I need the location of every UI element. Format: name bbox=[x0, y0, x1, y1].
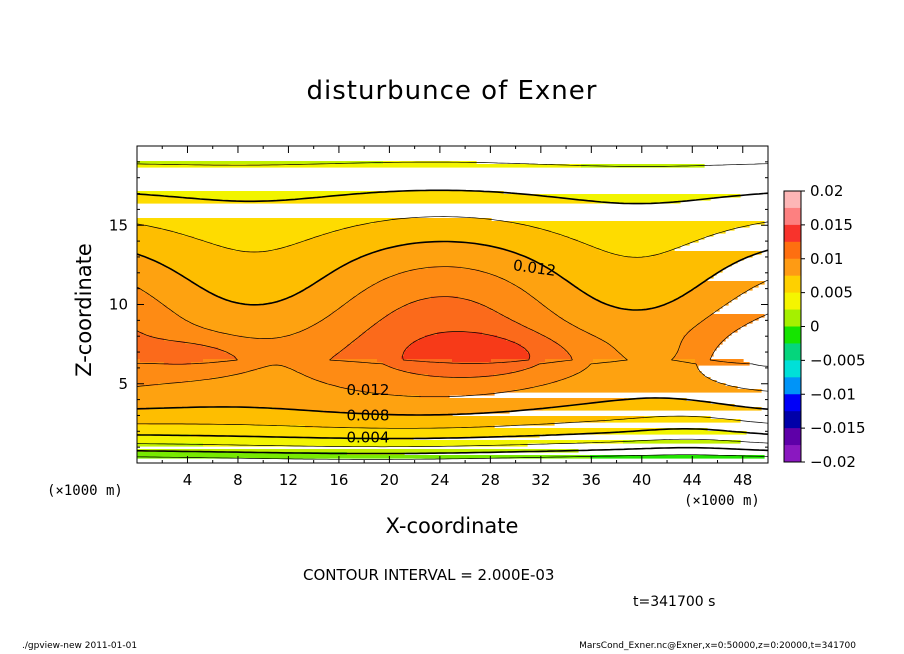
colorbar-tick-label: −0.01 bbox=[810, 385, 856, 403]
x-tick-label: 28 bbox=[481, 471, 500, 489]
x-tick-label: 44 bbox=[683, 471, 702, 489]
contour-interval-text: CONTOUR INTERVAL = 2.000E-03 bbox=[303, 566, 555, 584]
colorbar-swatch bbox=[784, 191, 801, 209]
x-tick-label: 8 bbox=[233, 471, 243, 489]
y-axis-label: Z-coordinate bbox=[72, 243, 96, 377]
contour-line bbox=[136, 266, 769, 398]
x-tick-label: 36 bbox=[582, 471, 601, 489]
colorbar-swatch bbox=[784, 292, 801, 311]
y-tick-label: 5 bbox=[118, 375, 128, 393]
contour-line bbox=[136, 296, 769, 378]
x-tick-label: 4 bbox=[183, 471, 193, 489]
colorbar-tick-label: 0.015 bbox=[810, 216, 853, 234]
colorbar-swatch bbox=[784, 275, 801, 294]
colorbar-swatch bbox=[784, 224, 801, 243]
contour-line bbox=[137, 446, 769, 455]
x-axis-label: X-coordinate bbox=[385, 514, 519, 538]
y-tick-label: 10 bbox=[109, 296, 128, 314]
colorbar-swatch bbox=[784, 394, 801, 412]
contour-label: 0.012 bbox=[346, 381, 389, 399]
colorbar: 0.02 0.015 0.01 0.005 0 −0.005 −0.01 −0.015 −0.0… bbox=[783, 182, 866, 471]
colorbar-swatch bbox=[784, 343, 801, 361]
contour-line bbox=[136, 189, 769, 440]
colorbar-tick-label: −0.02 bbox=[810, 453, 856, 471]
contour-label: 0.012 bbox=[512, 256, 557, 280]
chart-title: disturbunce of Exner bbox=[306, 76, 598, 106]
x-tick-label: 24 bbox=[430, 471, 449, 489]
contour-lines bbox=[136, 161, 769, 460]
colorbar-swatch bbox=[784, 207, 801, 226]
y-tick-label: 15 bbox=[109, 216, 128, 234]
colorbar-tick-label: 0.01 bbox=[810, 250, 843, 268]
x-unit-label-left: (×1000 m) bbox=[47, 483, 123, 499]
contour-line bbox=[136, 240, 769, 416]
time-label: t=341700 s bbox=[633, 594, 716, 610]
colorbar-swatch bbox=[784, 377, 801, 395]
x-tick-label: 32 bbox=[531, 471, 550, 489]
contour-line bbox=[136, 216, 769, 429]
footer-right: MarsCond_Exner.nc@Exner,x=0:50000,z=0:20… bbox=[579, 641, 856, 651]
colorbar-tick-label: −0.005 bbox=[810, 351, 866, 369]
colorbar-swatch bbox=[784, 326, 801, 344]
colorbar-tick-label: −0.015 bbox=[810, 419, 866, 437]
colorbar-swatch bbox=[784, 258, 801, 277]
colorbar-swatch bbox=[784, 428, 801, 446]
x-tick-label: 12 bbox=[279, 471, 298, 489]
colorbar-swatch bbox=[784, 241, 801, 260]
x-tick-label: 48 bbox=[733, 471, 752, 489]
colorbar-tick-label: 0 bbox=[810, 318, 820, 336]
contour-label: 0.008 bbox=[346, 406, 389, 424]
contour-fill bbox=[137, 161, 765, 459]
colorbar-swatch bbox=[784, 445, 801, 463]
colorbar-swatch bbox=[784, 360, 801, 378]
x-tick-label: 40 bbox=[632, 471, 651, 489]
contour-line bbox=[402, 331, 531, 364]
x-unit-label-right: (×1000 m) bbox=[684, 493, 760, 509]
x-tick-label: 20 bbox=[380, 471, 399, 489]
colorbar-swatch bbox=[784, 309, 801, 327]
colorbar-tick-label: 0.02 bbox=[810, 182, 843, 200]
colorbar-tick-label: 0.005 bbox=[810, 284, 853, 302]
colorbar-swatch bbox=[784, 411, 801, 429]
contour-line bbox=[136, 161, 769, 448]
contour-label: 0.004 bbox=[346, 429, 389, 447]
x-tick-label: 16 bbox=[329, 471, 348, 489]
footer-left: ./gpview-new 2011-01-01 bbox=[22, 641, 138, 651]
plot-area: 0.012 0.012 0.008 0.004 bbox=[136, 161, 769, 460]
